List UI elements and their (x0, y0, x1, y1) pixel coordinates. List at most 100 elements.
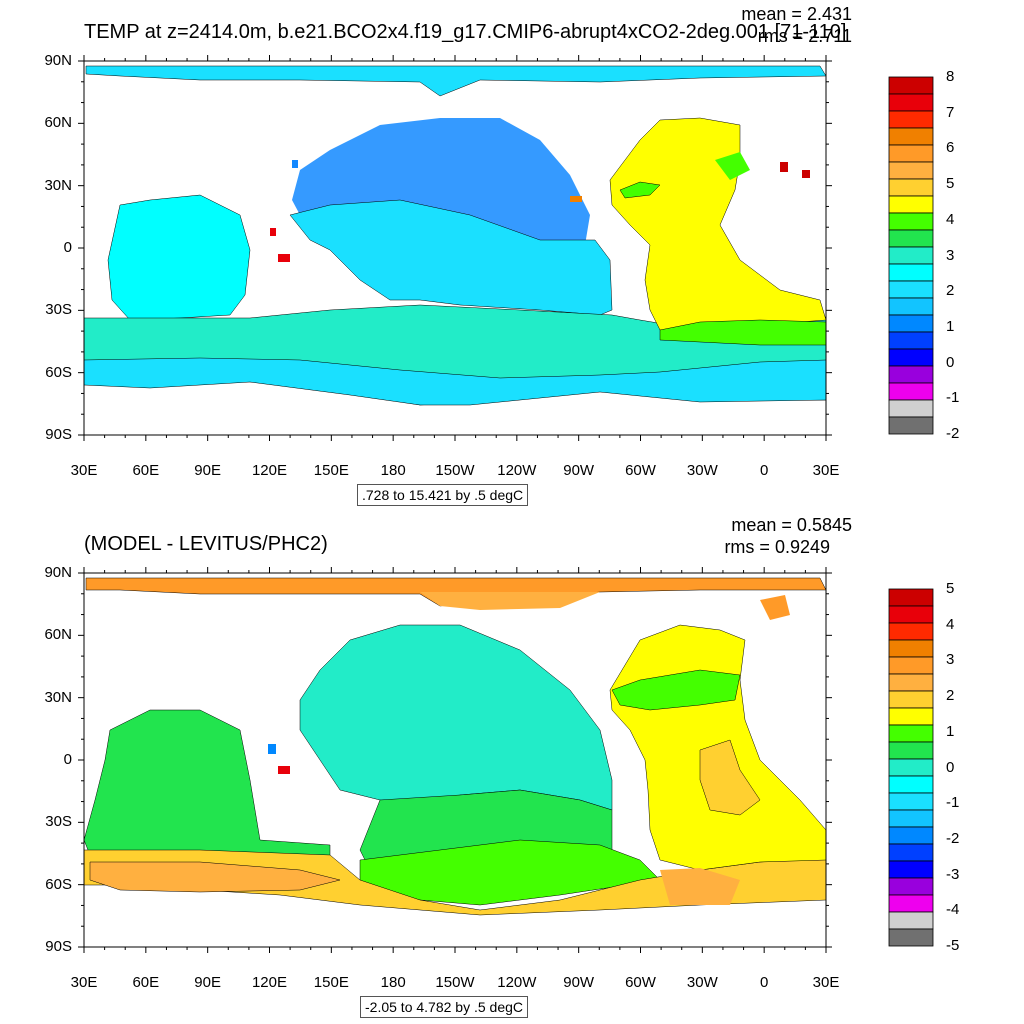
lat-label: 60S (45, 875, 72, 893)
colorbar-swatch (888, 673, 934, 692)
colorbar-label: 4 (946, 210, 955, 228)
lon-label: 60E (132, 974, 160, 991)
colorbar-swatch (888, 792, 934, 811)
colorbar-swatch (888, 775, 934, 794)
panel1-range-box: .728 to 15.421 by .5 degC (357, 484, 529, 506)
colorbar-label: 8 (946, 68, 955, 85)
lon-label: 90W (563, 974, 595, 991)
colorbar-label: -2 (946, 829, 960, 847)
colorbar-label: -4 (946, 901, 960, 919)
colorbar-label: 3 (946, 246, 955, 264)
lon-label: 180 (380, 462, 406, 479)
colorbar-swatch (888, 707, 934, 726)
axis-ticks (78, 55, 832, 953)
colorbar-swatch (888, 724, 934, 743)
lat-label: 30S (45, 301, 72, 319)
lon-label: 120W (497, 974, 537, 991)
colorbar-swatch (888, 382, 934, 401)
lon-label: 0 (759, 974, 769, 991)
colorbar-swatch (888, 399, 934, 418)
lon-label: 30W (686, 462, 718, 479)
colorbar-label: 7 (946, 103, 955, 121)
colorbar-label: -1 (946, 794, 960, 812)
colorbar-swatch (888, 758, 934, 777)
colorbar-swatch (888, 348, 934, 367)
colorbar-swatch (888, 911, 934, 930)
colorbar-swatch (888, 229, 934, 248)
colorbar-swatch (888, 263, 934, 282)
colorbar-swatch (888, 297, 934, 316)
colorbar-label: 3 (946, 651, 955, 669)
colorbar-swatch (888, 894, 934, 913)
lon-label: 150E (313, 462, 349, 479)
colorbar-label: 2 (946, 282, 955, 300)
colorbar-swatch (888, 331, 934, 350)
lon-label: 30E (812, 462, 840, 479)
lat-label: 0 (63, 751, 72, 768)
lat-label: 90N (44, 52, 72, 69)
lon-label: 90E (194, 974, 221, 991)
lon-label: 150E (313, 974, 349, 991)
lon-label: 60E (132, 462, 160, 479)
colorbar-label: 4 (946, 615, 955, 633)
lon-label: 30W (686, 974, 718, 991)
lat-label: 90S (45, 426, 72, 443)
colorbar-swatch (888, 741, 934, 760)
colorbar-swatch (888, 843, 934, 862)
colorbar-swatch (888, 161, 934, 180)
colorbar-swatch (888, 144, 934, 163)
lon-label: 60W (625, 974, 656, 991)
colorbar-swatch (888, 860, 934, 879)
lat-label: 30S (45, 813, 72, 831)
lon-label: 30E (70, 462, 98, 479)
lon-label: 150W (435, 974, 475, 991)
colorbar-swatch (888, 928, 934, 947)
colorbar-swatch (888, 212, 934, 231)
panel1-colorbar (888, 76, 934, 435)
colorbar-label: 0 (946, 353, 955, 371)
colorbar-label: 5 (946, 580, 955, 597)
lon-label: 30E (70, 974, 98, 991)
panel1-map (83, 60, 827, 436)
colorbar-label: -5 (946, 937, 960, 954)
panel2-colorbar (888, 588, 934, 947)
colorbar-swatch (888, 877, 934, 896)
colorbar-swatch (888, 588, 934, 607)
panel1-mean: mean = 2.431 (741, 4, 852, 24)
lat-label: 90N (44, 564, 72, 581)
lon-label: 30E (812, 974, 840, 991)
colorbar-label: 6 (946, 139, 955, 157)
lon-label: 150W (435, 462, 475, 479)
colorbar-swatch (888, 690, 934, 709)
colorbar-label: -1 (946, 389, 960, 407)
colorbar-label: -2 (946, 425, 960, 442)
colorbar-label: 0 (946, 758, 955, 776)
panel2-mean: mean = 0.5845 (731, 515, 852, 535)
colorbar-label: 1 (946, 722, 955, 740)
colorbar-swatch (888, 195, 934, 214)
panel1-title: TEMP at z=2414.0m, b.e21.BCO2x4.f19_g17.… (84, 21, 847, 43)
colorbar-label: 2 (946, 687, 955, 705)
colorbar-swatch (888, 93, 934, 112)
colorbar-swatch (888, 178, 934, 197)
colorbar-label: -3 (946, 865, 960, 883)
lat-label: 30N (44, 176, 72, 194)
colorbar-swatch (888, 809, 934, 828)
lat-label: 60N (44, 114, 72, 132)
lon-label: 60W (625, 462, 656, 479)
panel1-rms: rms = 2.711 (757, 26, 852, 46)
lon-label: 120E (251, 462, 288, 479)
colorbar-swatch (888, 127, 934, 146)
colorbar-swatch (888, 656, 934, 675)
lat-label: 60N (44, 626, 72, 644)
colorbar-swatch (888, 639, 934, 658)
colorbar-swatch (888, 826, 934, 845)
colorbar-swatch (888, 416, 934, 435)
colorbar-label: 1 (946, 317, 955, 335)
colorbar-swatch (888, 622, 934, 641)
lon-label: 90W (563, 462, 595, 479)
lat-label: 90S (45, 938, 72, 955)
colorbar-swatch (888, 280, 934, 299)
panel2-range-box: -2.05 to 4.782 by .5 degC (360, 996, 528, 1018)
